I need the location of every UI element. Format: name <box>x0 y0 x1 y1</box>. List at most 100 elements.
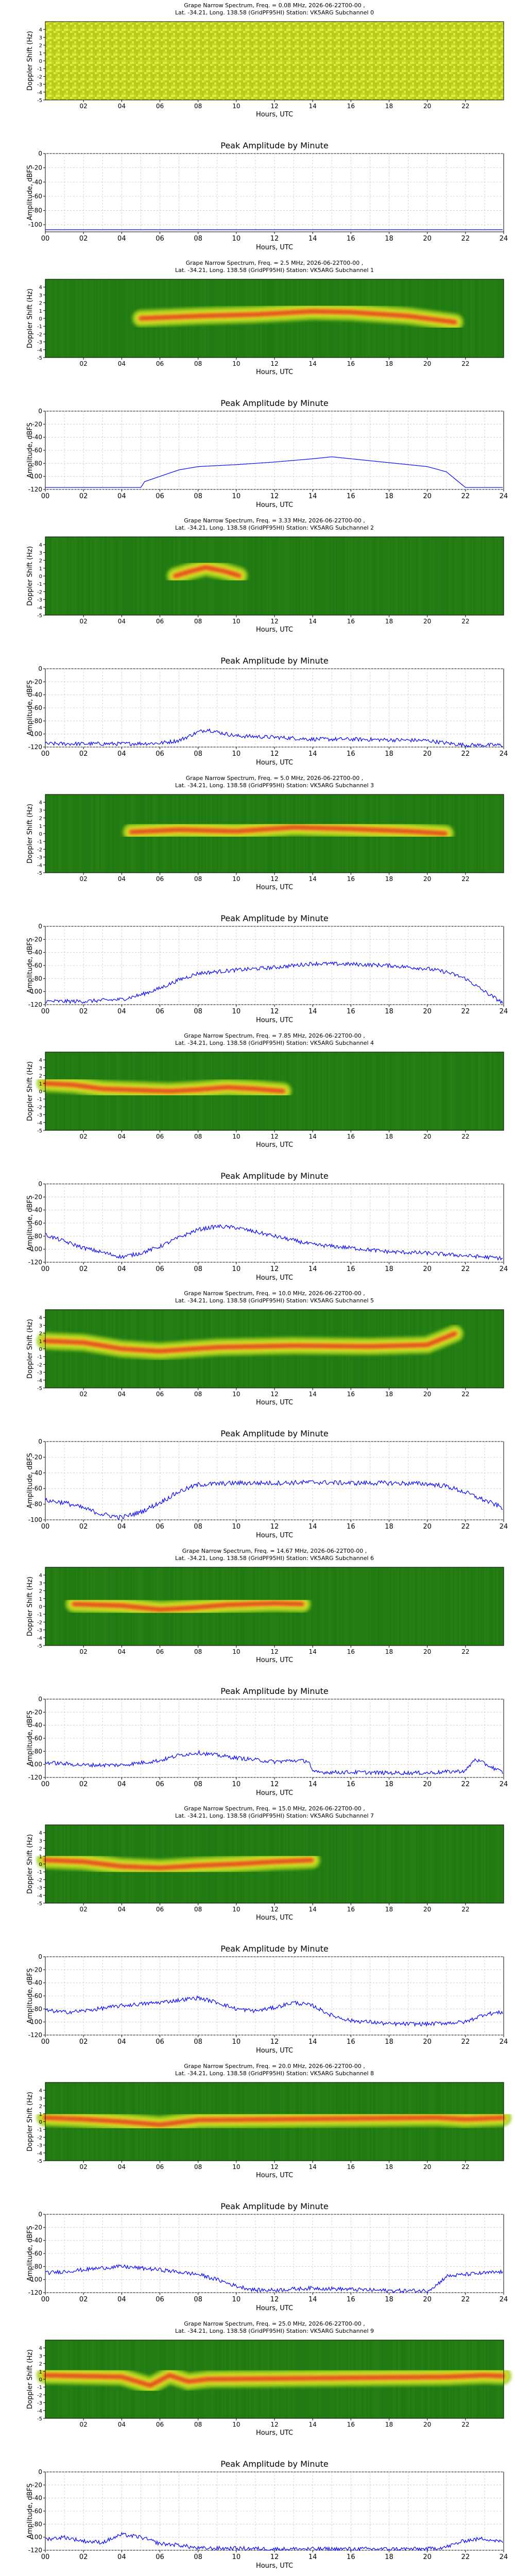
spectrum-x-tick-label: 08 <box>194 2421 202 2428</box>
spectrum-stripe <box>394 1825 396 1903</box>
spectrum-y-tick-label: -3 <box>37 82 42 88</box>
spectrum-y-tick-label: 3 <box>39 1323 42 1329</box>
spectrum-title-line1: Grape Narrow Spectrum, Freq. = 14.67 MHz… <box>182 1548 367 1554</box>
spectrum-stripe <box>96 279 98 358</box>
amplitude-series-line <box>45 728 503 748</box>
spectrum-stripe <box>370 1825 371 1903</box>
amplitude-y-tick-label: -60 <box>32 1485 42 1492</box>
spectrum-x-tick-label: 08 <box>194 103 202 110</box>
spectrum-x-axis-label: Hours, UTC <box>256 111 293 118</box>
spectrum-y-tick-label: -4 <box>37 1636 42 1641</box>
spectrum-stripe <box>441 1052 442 1130</box>
spectrum-stripe <box>115 279 116 358</box>
spectrum-stripe <box>52 279 53 358</box>
amplitude-x-tick-label: 20 <box>423 2296 432 2303</box>
amplitude-x-tick-label: 22 <box>461 1523 470 1531</box>
spectrum-stripe <box>365 1567 367 1646</box>
spectrum-y-tick-label: 2 <box>39 2362 42 2367</box>
spectrum-stripe <box>317 1052 319 1130</box>
amplitude-y-tick-label: -80 <box>32 975 42 982</box>
spectrum-x-tick-label: 08 <box>194 1648 202 1655</box>
spectrum-stripe <box>407 1825 408 1903</box>
amplitude-y-axis-label: Amplitude, dBFS <box>26 165 34 221</box>
spectrum-stripe <box>58 279 59 358</box>
amplitude-x-tick-label: 24 <box>500 1008 508 1015</box>
amplitude-chart-7: Peak Amplitude by Minute 0 -20 -40 -60 -80 -10… <box>26 1944 508 2055</box>
spectrum-stripe <box>61 279 62 358</box>
amplitude-x-tick-label: 14 <box>308 235 317 243</box>
amplitude-y-tick-label: -60 <box>32 962 42 969</box>
spectrum-stripe <box>387 537 388 615</box>
amplitude-x-tick-label: 12 <box>270 1008 279 1015</box>
spectrum-stripe <box>89 279 90 358</box>
spectrum-stripe <box>456 1052 458 1130</box>
spectrum-stripe <box>322 1825 323 1903</box>
spectrum-stripe <box>56 279 58 358</box>
spectrum-chart-6: Grape Narrow Spectrum, Freq. = 14.67 MHz… <box>26 1548 504 1664</box>
spectrum-stripe <box>445 1567 447 1646</box>
spectrum-stripe <box>336 1052 337 1130</box>
spectrum-stripe <box>462 1825 464 1903</box>
amplitude-x-tick-label: 20 <box>423 1008 432 1015</box>
spectrum-stripe <box>476 537 478 615</box>
spectrum-stripe <box>466 794 467 873</box>
spectrum-stripe <box>89 794 90 873</box>
spectrum-stripe <box>276 537 277 615</box>
amplitude-x-tick-label: 02 <box>79 750 88 758</box>
spectrum-y-tick-label: -5 <box>37 871 42 876</box>
amplitude-y-tick-label: 0 <box>38 2468 42 2476</box>
spectrum-stripe <box>62 537 64 615</box>
spectrum-stripe <box>297 537 299 615</box>
spectrum-stripe <box>79 537 81 615</box>
spectrum-stripe <box>470 1310 472 1388</box>
spectrum-stripe <box>115 537 116 615</box>
spectrum-stripe <box>422 1825 424 1903</box>
spectrum-title-line2: Lat. -34.21, Long. 138.58 (GridPF95HI) S… <box>175 1040 374 1046</box>
spectrum-x-axis-label: Hours, UTC <box>256 1656 293 1664</box>
spectrum-stripe <box>422 537 424 615</box>
spectrum-stripe <box>481 1567 483 1646</box>
spectrum-stripe <box>458 537 459 615</box>
amplitude-x-tick-label: 04 <box>117 493 126 500</box>
spectrum-stripe <box>85 537 87 615</box>
spectrum-stripe <box>141 537 143 615</box>
spectrum-stripe <box>500 1310 501 1388</box>
spectrum-stripe <box>408 1825 410 1903</box>
spectrum-stripe <box>476 1052 478 1130</box>
spectrum-stripe <box>319 1567 320 1646</box>
spectrum-stripe <box>305 537 306 615</box>
spectrum-stripe <box>462 1052 464 1130</box>
spectrum-y-tick-label: -3 <box>37 2401 42 2406</box>
spectrum-stripe <box>348 1052 350 1130</box>
spectrum-stripe <box>413 1052 415 1130</box>
spectrum-stripe <box>473 1567 475 1646</box>
amplitude-x-tick-label: 08 <box>194 235 202 243</box>
spectrum-stripe <box>422 1567 424 1646</box>
spectrum-stripe <box>356 1567 357 1646</box>
spectrum-stripe <box>452 1825 453 1903</box>
spectrum-stripe <box>110 794 112 873</box>
spectrum-stripe <box>496 1825 498 1903</box>
spectrum-stripe <box>398 1825 399 1903</box>
amplitude-y-tick-label: -120 <box>28 2547 42 2554</box>
amplitude-x-tick-label: 02 <box>79 2038 88 2046</box>
spectrum-signal-band-3 <box>139 310 457 324</box>
spectrum-stripe <box>416 1567 418 1646</box>
spectrum-stripe <box>75 279 76 358</box>
spectrum-stripe <box>470 1567 472 1646</box>
spectrum-stripe <box>456 1567 458 1646</box>
spectrum-stripe <box>316 1052 317 1130</box>
spectrum-y-tick-label: 4 <box>39 285 42 291</box>
spectrum-stripe <box>462 1567 464 1646</box>
spectrum-stripe <box>486 1310 487 1388</box>
spectrum-y-tick-label: 0 <box>39 1862 42 1868</box>
spectrum-stripe <box>462 537 464 615</box>
spectrum-stripe <box>82 537 84 615</box>
amplitude-chart-9: Peak Amplitude by Minute 0 -20 -40 -60 -80 -10… <box>26 2459 508 2570</box>
spectrum-y-tick-label: 0 <box>39 59 42 64</box>
spectrum-stripe <box>391 1567 393 1646</box>
spectrum-stripe <box>459 794 461 873</box>
amplitude-y-tick-label: -120 <box>28 1001 42 1008</box>
spectrum-stripe <box>294 537 296 615</box>
spectrum-stripe <box>450 1825 452 1903</box>
